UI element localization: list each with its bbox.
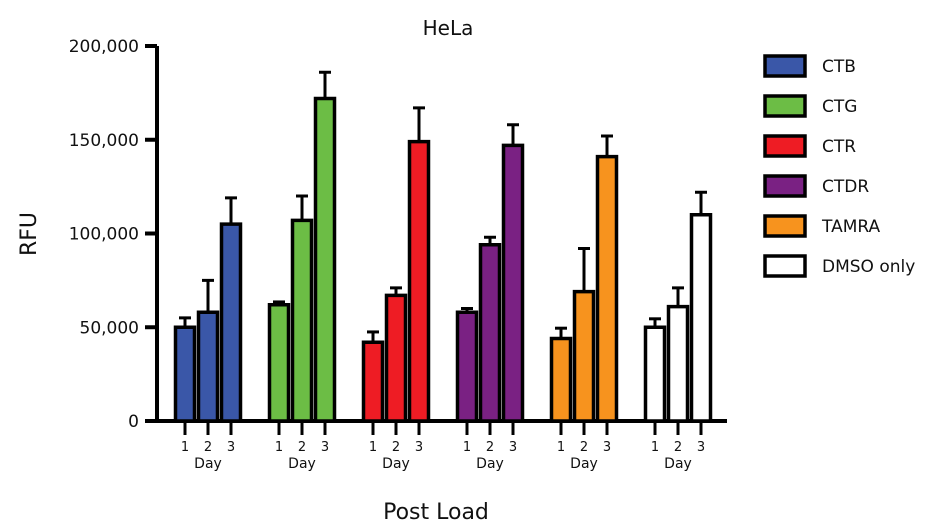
bar-group: 1 2 3 Day [549,134,619,472]
legend-swatch [763,174,807,198]
x-tick-label: 3 [321,440,329,455]
group-label: Day [288,456,316,472]
legend-label: CTG [822,97,857,117]
x-tick-label: 2 [486,440,494,455]
x-tick-label: 3 [603,440,611,455]
x-tick-label: 2 [392,440,400,455]
bar [666,304,690,423]
bar [173,325,197,423]
legend-item: DMSO only [763,254,915,278]
legend-item: CTDR [763,174,869,198]
x-tick-label: 1 [369,440,377,455]
bar [407,139,431,423]
legend-item: CTR [763,134,856,158]
chart-title: HeLa [423,16,474,40]
legend-swatch [763,214,807,238]
x-tick-label: 3 [227,440,235,455]
y-tick-label: 50,000 [80,318,139,338]
x-tick-label: 1 [463,440,471,455]
legend-label: CTR [822,137,856,157]
legend-label: CTB [822,57,856,77]
group-label: Day [476,456,504,472]
x-tick-label: 1 [651,440,659,455]
y-tick-label: 100,000 [69,225,139,245]
group-label: Day [194,456,222,472]
legend-label: TAMRA [821,217,880,237]
bar [501,143,525,423]
axes: 0 50,000 100,000 150,000 200,000 [69,37,727,432]
y-tick-label: 0 [128,412,139,432]
bar [689,213,713,423]
y-axis-label: RFU [17,212,42,256]
bar [478,243,502,423]
bar [219,222,243,423]
bar [384,293,408,423]
group-label: Day [664,456,692,472]
group-label: Day [382,456,410,472]
bar [455,310,479,423]
x-tick-label: 3 [509,440,517,455]
bar [643,325,667,423]
x-tick-label: 1 [557,440,565,455]
bar-group: 1 2 3 Day [267,70,337,472]
legend-swatch [763,134,807,158]
bar [267,303,291,423]
legend-label: CTDR [822,177,869,197]
bar [572,289,596,423]
bar [595,154,619,423]
legend-swatch [763,254,807,278]
bar-group: 1 2 3 Day [643,190,713,472]
legend-item: CTB [763,54,856,78]
legend-swatch [763,94,807,118]
legend-item: CTG [763,94,857,118]
bar [313,96,337,423]
x-axis-label: Post Load [383,500,489,525]
bar-group: 1 2 3 Day [173,196,243,472]
bar [361,340,385,423]
x-tick-label: 2 [298,440,306,455]
bar-group: 1 2 3 Day [361,106,431,472]
bar [196,310,220,423]
x-tick-label: 3 [415,440,423,455]
x-tick-label: 2 [204,440,212,455]
bar-group: 1 2 3 Day [455,123,525,472]
legend-item: TAMRA [763,214,880,238]
legend: CTB CTG CTR CTDR TAMRA DMSO only [763,54,915,278]
y-tick-label: 150,000 [69,131,139,151]
bar [549,336,573,423]
legend-swatch [763,54,807,78]
x-tick-label: 1 [275,440,283,455]
x-tick-label: 3 [697,440,705,455]
x-tick-label: 2 [674,440,682,455]
y-tick-label: 200,000 [69,37,139,57]
x-tick-label: 2 [580,440,588,455]
bar [290,218,314,423]
x-tick-label: 1 [181,440,189,455]
legend-label: DMSO only [822,257,915,277]
group-label: Day [570,456,598,472]
